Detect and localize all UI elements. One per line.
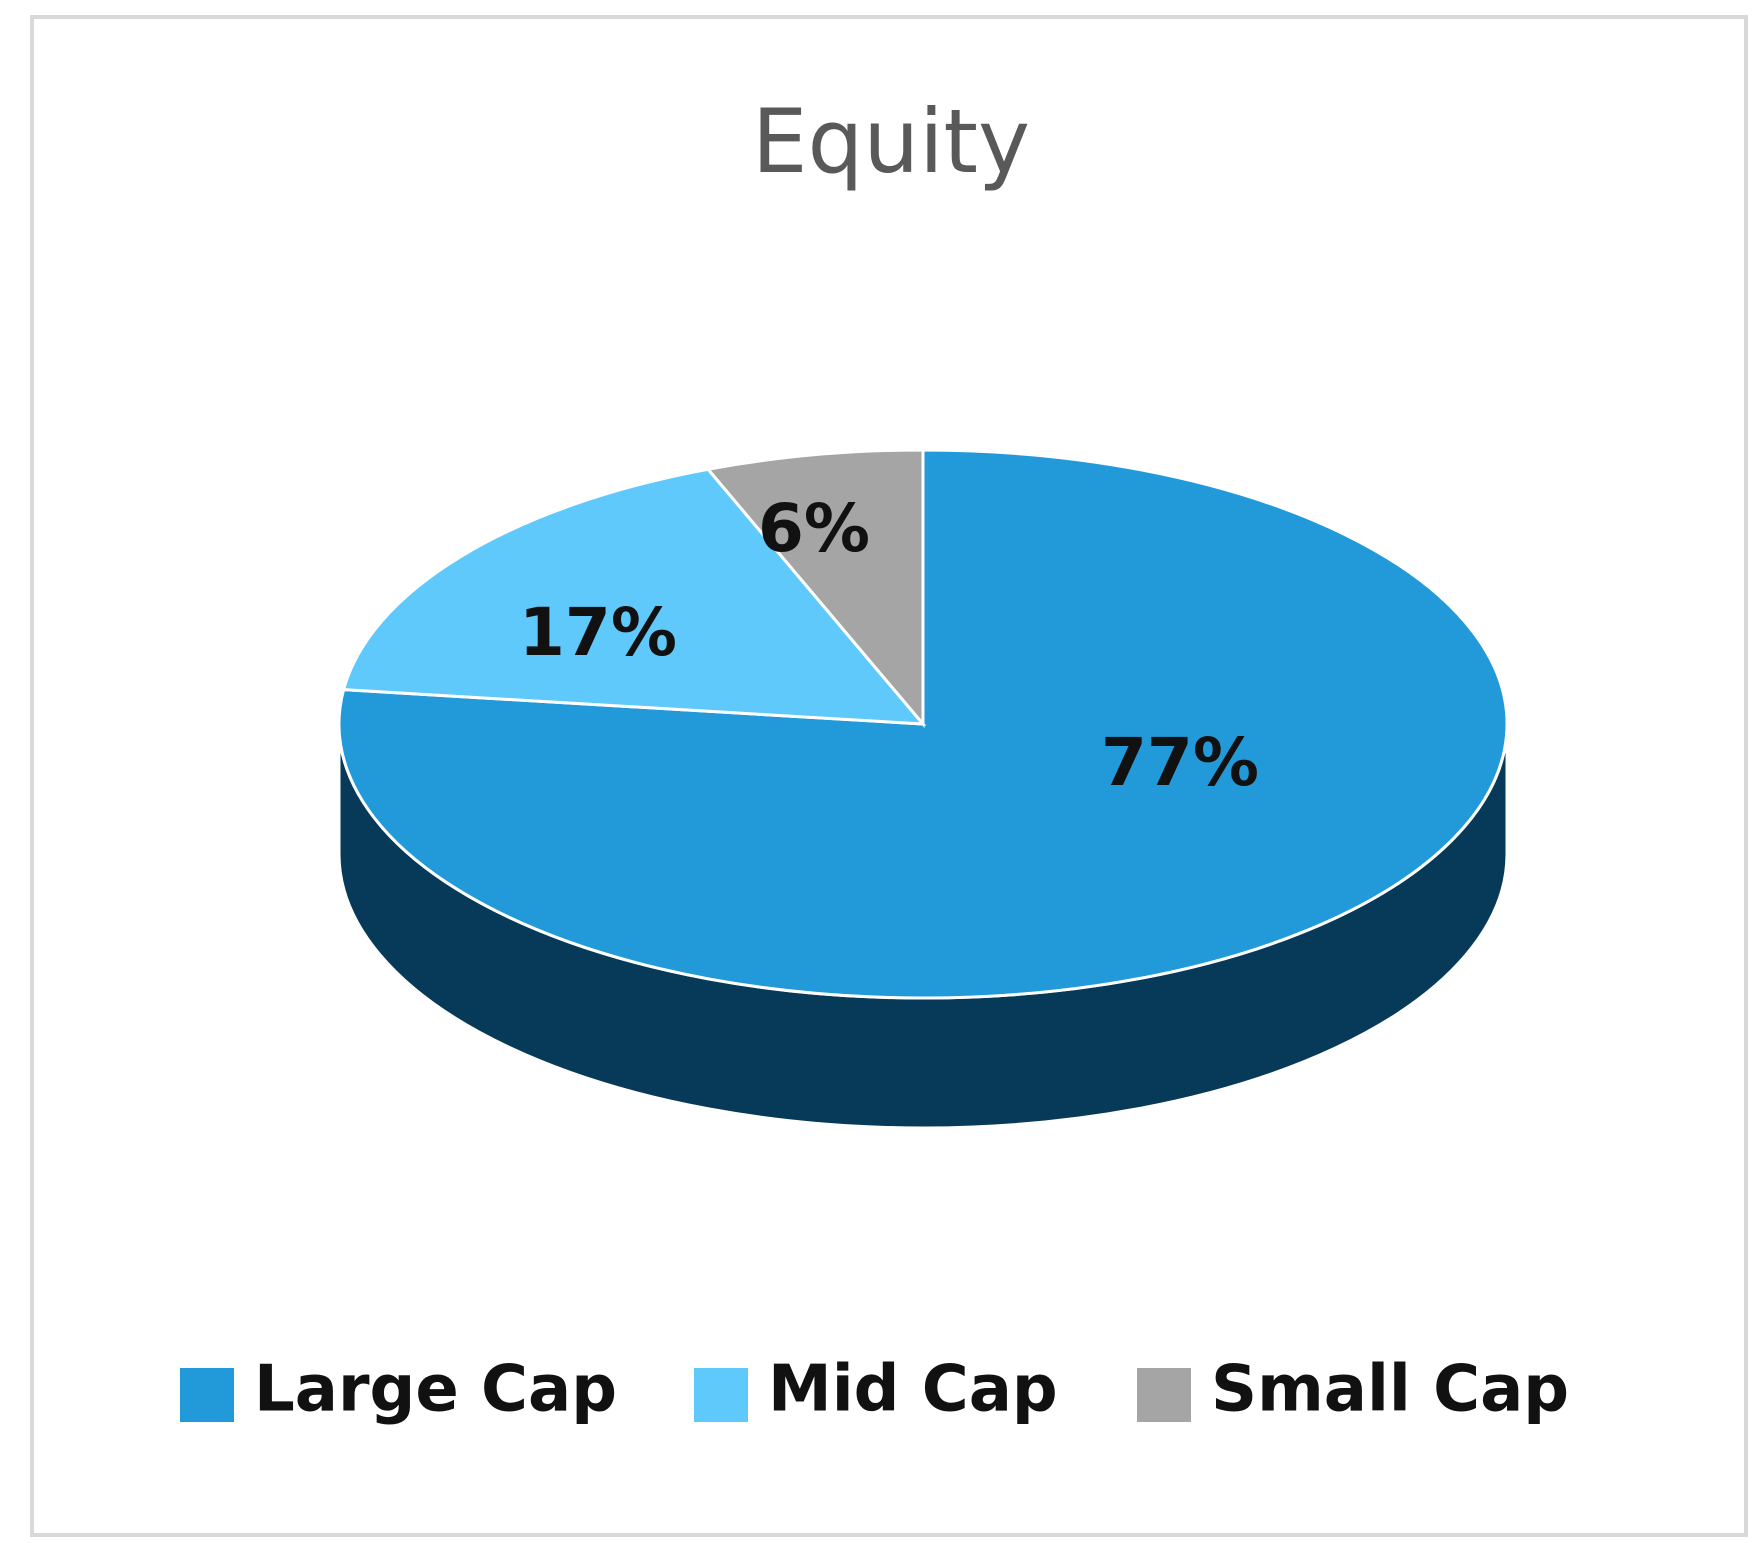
chart-title: Equity [752, 90, 1030, 193]
legend-swatch [180, 1368, 234, 1422]
legend-label: Small Cap [1211, 1353, 1569, 1427]
legend-swatch [1137, 1368, 1191, 1422]
pie-tops [337, 448, 1509, 1000]
legend: Large Cap Mid Cap Small Cap [180, 1353, 1569, 1427]
pie-slice [705, 448, 925, 729]
legend-label: Large Cap [254, 1353, 617, 1427]
pie-slice [341, 467, 927, 726]
legend-swatch [694, 1368, 748, 1422]
legend-label: Mid Cap [768, 1353, 1058, 1427]
value-labels: 77% 17% 6% [519, 490, 1259, 801]
value-label: 6% [758, 490, 870, 567]
value-label: 77% [1101, 724, 1259, 801]
value-label: 17% [519, 594, 677, 671]
